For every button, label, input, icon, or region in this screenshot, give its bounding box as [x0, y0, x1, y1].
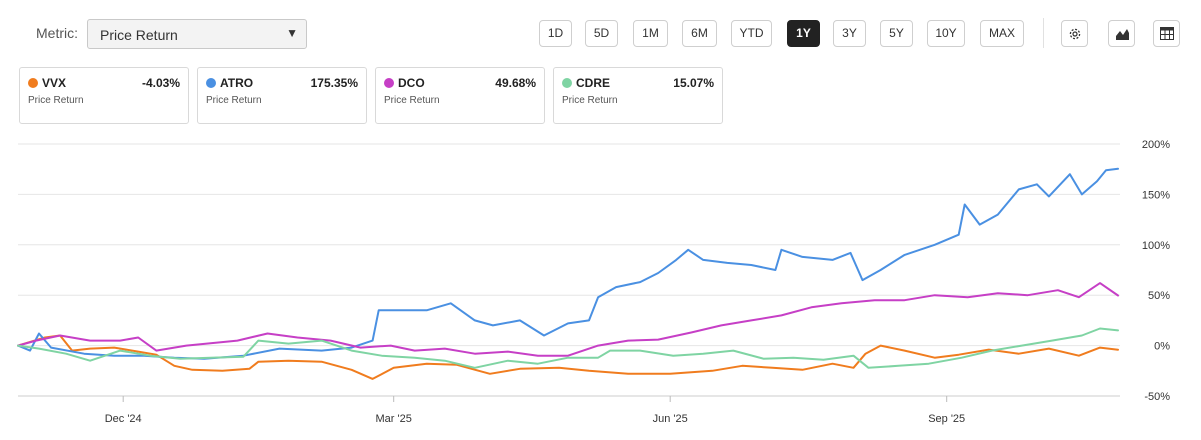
y-tick-label: -50%	[1144, 391, 1170, 403]
series-line-vvx	[17, 334, 1119, 380]
gear-icon	[1069, 28, 1081, 40]
y-tick-label: 150%	[1142, 189, 1170, 201]
series-line-cdre	[17, 327, 1119, 369]
ticker-change: 49.68%	[495, 76, 536, 90]
chart-type-button[interactable]	[1108, 20, 1135, 47]
ticker-card-vvx[interactable]: VVX -4.03% Price Return	[19, 67, 189, 124]
table-view-button[interactable]	[1153, 20, 1180, 47]
range-button-5y[interactable]: 5Y	[880, 20, 913, 47]
metric-select-value: Price Return	[100, 27, 178, 43]
table-icon	[1160, 27, 1174, 40]
range-button-1d[interactable]: 1D	[539, 20, 572, 47]
ticker-change: 15.07%	[673, 76, 714, 90]
area-chart-icon	[1116, 29, 1129, 40]
chevron-down-icon: ▼	[286, 26, 298, 40]
toolbar-divider	[1043, 18, 1044, 48]
series-color-dot	[28, 78, 38, 88]
x-tick-label: Sep '25	[928, 413, 965, 425]
x-tick-label: Mar '25	[376, 413, 412, 425]
ticker-symbol: CDRE	[576, 76, 611, 90]
y-tick-label: 0%	[1154, 341, 1170, 353]
y-tick-label: 100%	[1142, 240, 1170, 252]
ticker-symbol: VVX	[42, 76, 67, 90]
x-tick-label: Dec '24	[105, 413, 142, 425]
ticker-metric: Price Return	[384, 95, 440, 106]
ticker-symbol: ATRO	[220, 76, 254, 90]
range-button-max[interactable]: MAX	[980, 20, 1024, 47]
metric-label: Metric:	[36, 25, 78, 41]
ticker-metric: Price Return	[206, 95, 262, 106]
series-line-dco	[17, 282, 1119, 357]
ticker-change: -4.03%	[141, 76, 180, 90]
ticker-card-cdre[interactable]: CDRE 15.07% Price Return	[553, 67, 723, 124]
series-line-atro	[17, 167, 1119, 360]
range-button-ytd[interactable]: YTD	[731, 20, 772, 47]
y-tick-label: 50%	[1148, 290, 1170, 302]
y-tick-label: 200%	[1142, 139, 1170, 151]
range-button-1m[interactable]: 1M	[633, 20, 668, 47]
series-color-dot	[562, 78, 572, 88]
series-color-dot	[206, 78, 216, 88]
ticker-change: 175.35%	[310, 76, 358, 90]
ticker-card-atro[interactable]: ATRO 175.35% Price Return	[197, 67, 367, 124]
metric-select[interactable]: Price Return ▼	[87, 19, 307, 49]
ticker-metric: Price Return	[28, 95, 84, 106]
ticker-symbol: DCO	[398, 76, 425, 90]
x-tick-label: Jun '25	[653, 413, 688, 425]
range-button-6m[interactable]: 6M	[682, 20, 717, 47]
range-button-10y[interactable]: 10Y	[927, 20, 965, 47]
range-button-5d[interactable]: 5D	[585, 20, 618, 47]
ticker-card-dco[interactable]: DCO 49.68% Price Return	[375, 67, 545, 124]
series-color-dot	[384, 78, 394, 88]
settings-button[interactable]	[1061, 20, 1088, 47]
ticker-metric: Price Return	[562, 95, 618, 106]
price-return-chart[interactable]: 200% 150% 100% 50% 0% -50% Dec '24 Mar '25 Jun '…	[0, 130, 1201, 435]
range-button-1y[interactable]: 1Y	[787, 20, 820, 47]
range-button-3y[interactable]: 3Y	[833, 20, 866, 47]
